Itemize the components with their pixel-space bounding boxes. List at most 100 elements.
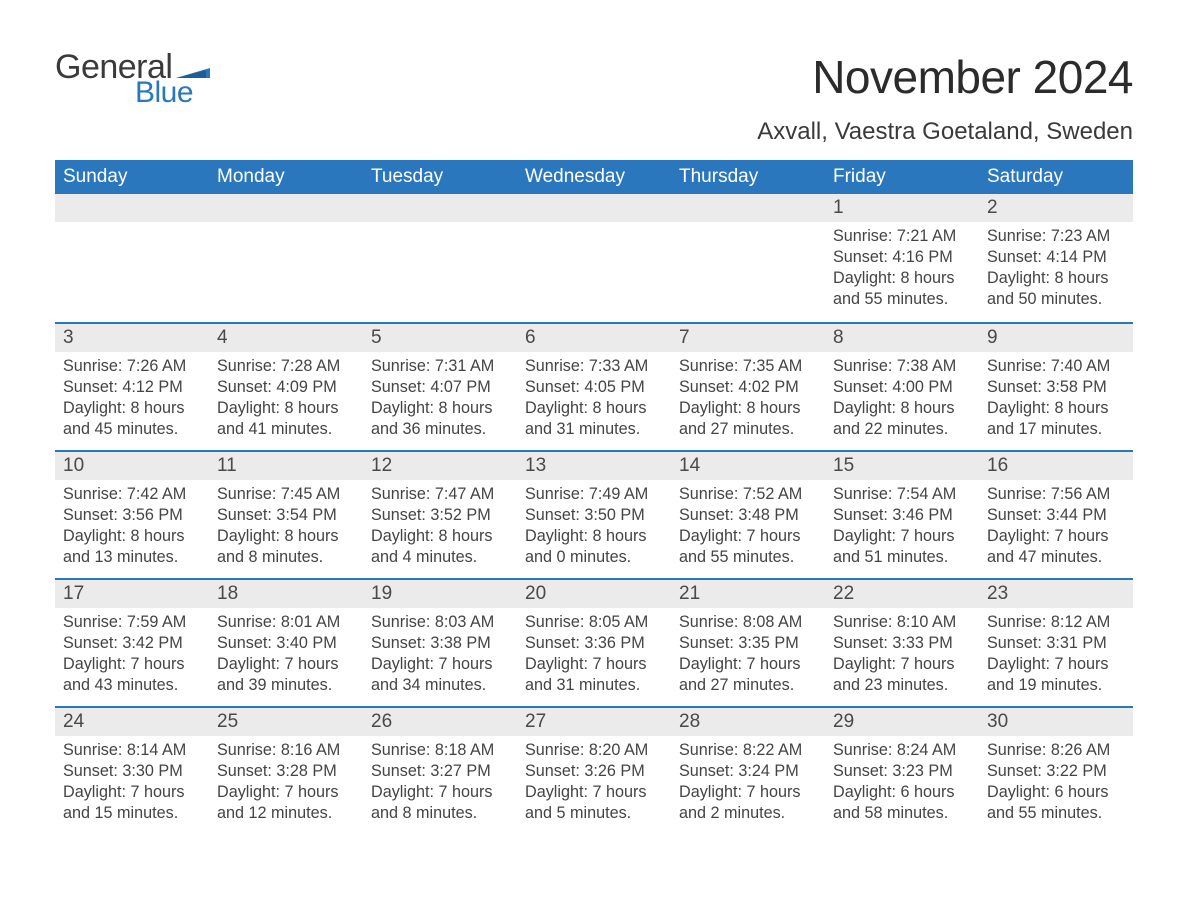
- sunrise-line: Sunrise: 8:10 AM: [833, 612, 971, 633]
- daylight-line: Daylight: 7 hours and 51 minutes.: [833, 526, 971, 567]
- sunrise-line: Sunrise: 8:18 AM: [371, 740, 509, 761]
- sunset-line: Sunset: 3:35 PM: [679, 633, 817, 654]
- day-number: 29: [825, 708, 979, 736]
- sunrise-line: Sunrise: 8:16 AM: [217, 740, 355, 761]
- sunset-line: Sunset: 3:54 PM: [217, 505, 355, 526]
- daylight-line: Daylight: 8 hours and 27 minutes.: [679, 398, 817, 439]
- sunrise-line: Sunrise: 7:38 AM: [833, 356, 971, 377]
- flag-icon: [176, 56, 210, 78]
- sunrise-line: Sunrise: 7:40 AM: [987, 356, 1125, 377]
- sunset-line: Sunset: 3:52 PM: [371, 505, 509, 526]
- sunset-line: Sunset: 3:23 PM: [833, 761, 971, 782]
- day-number: 10: [55, 452, 209, 480]
- day-number: [517, 194, 671, 222]
- calendar-cell: 29Sunrise: 8:24 AMSunset: 3:23 PMDayligh…: [825, 708, 979, 834]
- day-number: 24: [55, 708, 209, 736]
- day-number: 7: [671, 324, 825, 352]
- calendar-cell: 15Sunrise: 7:54 AMSunset: 3:46 PMDayligh…: [825, 452, 979, 578]
- day-number: [209, 194, 363, 222]
- daylight-line: Daylight: 7 hours and 47 minutes.: [987, 526, 1125, 567]
- calendar-cell: [55, 194, 209, 322]
- sunrise-line: Sunrise: 7:33 AM: [525, 356, 663, 377]
- calendar-cell: 28Sunrise: 8:22 AMSunset: 3:24 PMDayligh…: [671, 708, 825, 834]
- day-number: 3: [55, 324, 209, 352]
- sunset-line: Sunset: 3:42 PM: [63, 633, 201, 654]
- day-number: 30: [979, 708, 1133, 736]
- sunrise-line: Sunrise: 7:54 AM: [833, 484, 971, 505]
- sunset-line: Sunset: 3:40 PM: [217, 633, 355, 654]
- sunrise-line: Sunrise: 7:59 AM: [63, 612, 201, 633]
- calendar-cell: 4Sunrise: 7:28 AMSunset: 4:09 PMDaylight…: [209, 324, 363, 450]
- daylight-line: Daylight: 8 hours and 13 minutes.: [63, 526, 201, 567]
- day-number: 25: [209, 708, 363, 736]
- daylight-line: Daylight: 7 hours and 15 minutes.: [63, 782, 201, 823]
- daylight-line: Daylight: 7 hours and 27 minutes.: [679, 654, 817, 695]
- sunset-line: Sunset: 3:38 PM: [371, 633, 509, 654]
- day-number: 14: [671, 452, 825, 480]
- day-number: 23: [979, 580, 1133, 608]
- day-number: 18: [209, 580, 363, 608]
- sunrise-line: Sunrise: 7:28 AM: [217, 356, 355, 377]
- daylight-line: Daylight: 8 hours and 4 minutes.: [371, 526, 509, 567]
- day-number: 15: [825, 452, 979, 480]
- sunset-line: Sunset: 3:24 PM: [679, 761, 817, 782]
- weekday-header-row: SundayMondayTuesdayWednesdayThursdayFrid…: [55, 160, 1133, 194]
- weekday-header: Saturday: [979, 160, 1133, 194]
- daylight-line: Daylight: 8 hours and 8 minutes.: [217, 526, 355, 567]
- calendar-cell: 25Sunrise: 8:16 AMSunset: 3:28 PMDayligh…: [209, 708, 363, 834]
- sunset-line: Sunset: 3:31 PM: [987, 633, 1125, 654]
- daylight-line: Daylight: 8 hours and 0 minutes.: [525, 526, 663, 567]
- day-number: 19: [363, 580, 517, 608]
- calendar-cell: 27Sunrise: 8:20 AMSunset: 3:26 PMDayligh…: [517, 708, 671, 834]
- daylight-line: Daylight: 6 hours and 55 minutes.: [987, 782, 1125, 823]
- day-number: 12: [363, 452, 517, 480]
- sunrise-line: Sunrise: 7:31 AM: [371, 356, 509, 377]
- daylight-line: Daylight: 7 hours and 55 minutes.: [679, 526, 817, 567]
- weekday-header: Friday: [825, 160, 979, 194]
- sunrise-line: Sunrise: 8:12 AM: [987, 612, 1125, 633]
- calendar-cell: 30Sunrise: 8:26 AMSunset: 3:22 PMDayligh…: [979, 708, 1133, 834]
- calendar-cell: 18Sunrise: 8:01 AMSunset: 3:40 PMDayligh…: [209, 580, 363, 706]
- daylight-line: Daylight: 8 hours and 50 minutes.: [987, 268, 1125, 309]
- daylight-line: Daylight: 8 hours and 55 minutes.: [833, 268, 971, 309]
- sunrise-line: Sunrise: 8:01 AM: [217, 612, 355, 633]
- sunrise-line: Sunrise: 8:26 AM: [987, 740, 1125, 761]
- sunset-line: Sunset: 3:33 PM: [833, 633, 971, 654]
- sunset-line: Sunset: 4:16 PM: [833, 247, 971, 268]
- day-number: 11: [209, 452, 363, 480]
- day-number: 16: [979, 452, 1133, 480]
- sunrise-line: Sunrise: 7:45 AM: [217, 484, 355, 505]
- calendar-cell: 14Sunrise: 7:52 AMSunset: 3:48 PMDayligh…: [671, 452, 825, 578]
- weekday-header: Tuesday: [363, 160, 517, 194]
- daylight-line: Daylight: 7 hours and 12 minutes.: [217, 782, 355, 823]
- daylight-line: Daylight: 8 hours and 17 minutes.: [987, 398, 1125, 439]
- calendar-cell: 2Sunrise: 7:23 AMSunset: 4:14 PMDaylight…: [979, 194, 1133, 322]
- day-number: [363, 194, 517, 222]
- calendar-cell: 23 Sunrise: 8:12 AMSunset: 3:31 PMDayligh…: [979, 580, 1133, 706]
- sunset-line: Sunset: 3:48 PM: [679, 505, 817, 526]
- sunrise-line: Sunrise: 8:14 AM: [63, 740, 201, 761]
- calendar-cell: 1Sunrise: 7:21 AMSunset: 4:16 PMDaylight…: [825, 194, 979, 322]
- daylight-line: Daylight: 7 hours and 19 minutes.: [987, 654, 1125, 695]
- daylight-line: Daylight: 7 hours and 31 minutes.: [525, 654, 663, 695]
- week-row: 24Sunrise: 8:14 AMSunset: 3:30 PMDayligh…: [55, 706, 1133, 834]
- daylight-line: Daylight: 7 hours and 23 minutes.: [833, 654, 971, 695]
- header: General Blue November 2024 Axvall, Vaest…: [55, 50, 1133, 146]
- sunset-line: Sunset: 4:12 PM: [63, 377, 201, 398]
- day-number: 5: [363, 324, 517, 352]
- day-number: 6: [517, 324, 671, 352]
- calendar-cell: 11 Sunrise: 7:45 AMSunset: 3:54 PMDayligh…: [209, 452, 363, 578]
- sunrise-line: Sunrise: 8:24 AM: [833, 740, 971, 761]
- day-number: 28: [671, 708, 825, 736]
- calendar-cell: 26Sunrise: 8:18 AMSunset: 3:27 PMDayligh…: [363, 708, 517, 834]
- sunset-line: Sunset: 3:36 PM: [525, 633, 663, 654]
- daylight-line: Daylight: 8 hours and 36 minutes.: [371, 398, 509, 439]
- calendar-cell: 5Sunrise: 7:31 AMSunset: 4:07 PMDaylight…: [363, 324, 517, 450]
- day-number: 26: [363, 708, 517, 736]
- sunset-line: Sunset: 3:30 PM: [63, 761, 201, 782]
- sunset-line: Sunset: 3:26 PM: [525, 761, 663, 782]
- day-number: 9: [979, 324, 1133, 352]
- sunset-line: Sunset: 4:05 PM: [525, 377, 663, 398]
- calendar-cell: [209, 194, 363, 322]
- sunset-line: Sunset: 3:44 PM: [987, 505, 1125, 526]
